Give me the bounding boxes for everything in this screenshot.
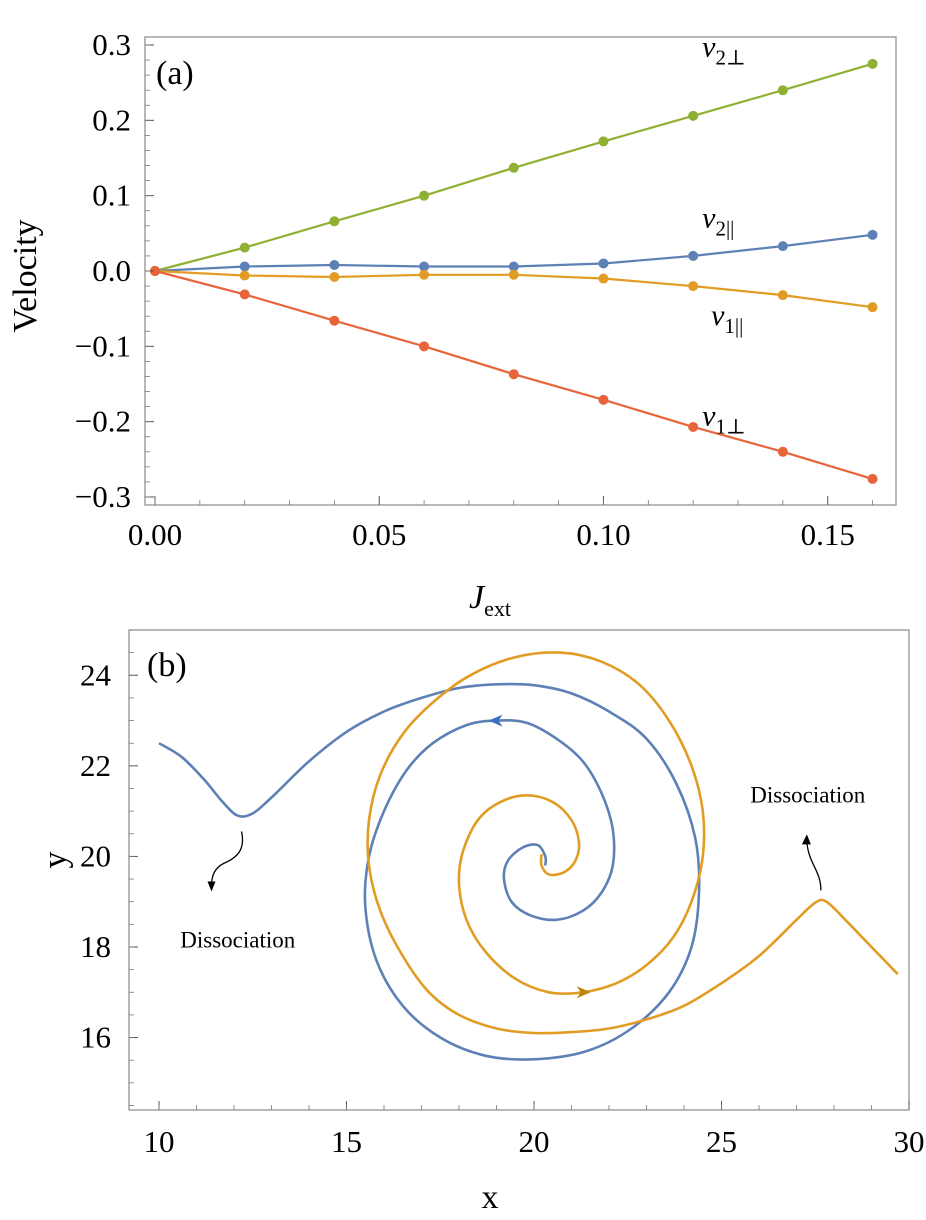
- a-ytick-label: 0.2: [92, 102, 131, 137]
- panel-a-velocity-chart: v2⊥v2||v1||v1⊥ 0.30.20.10.0−0.1−0.2−0.30…: [7, 27, 897, 621]
- data-point: [239, 242, 250, 253]
- a-ytick-label: 0.0: [92, 253, 131, 288]
- data-point: [508, 162, 519, 173]
- a-ytick-label: −0.2: [75, 404, 131, 439]
- a-xtick-label: 0.05: [352, 517, 406, 552]
- panel-b-frame: [128, 629, 910, 1111]
- panel-a-label: (a): [156, 55, 194, 92]
- panel-b-xlabel: x: [482, 1179, 499, 1216]
- data-point: [150, 266, 160, 276]
- data-point: [598, 394, 609, 405]
- b-ytick-label: 20: [80, 838, 111, 873]
- series-label: v1⊥: [702, 399, 746, 438]
- panel-a-xlabel: Jext: [469, 579, 511, 621]
- direction-arrow-icon: [576, 986, 591, 999]
- trajectory-2: [366, 651, 899, 1035]
- panel-b-trajectory-chart: 16 18 20 22 24 10 15 20 25 30 Dissociation Dissoci…: [37, 629, 925, 1216]
- data-point: [867, 473, 878, 484]
- data-point: [419, 269, 430, 280]
- a-ytick-label: −0.1: [75, 328, 131, 363]
- b-ytick-label: 18: [80, 929, 111, 964]
- data-point: [419, 190, 430, 201]
- b-xtick-label: 15: [331, 1124, 362, 1159]
- b-ytick-label: 16: [80, 1020, 111, 1055]
- series-1||: v1||: [150, 266, 878, 338]
- b-ytick-label: 22: [80, 748, 111, 783]
- a-xtick-label: 0.00: [128, 517, 182, 552]
- series-label-base: v: [702, 201, 716, 234]
- data-point: [239, 261, 250, 272]
- series-label-sub: 1||: [724, 314, 743, 338]
- series-label-base: v: [702, 399, 716, 432]
- trajectory-line: [158, 682, 701, 1061]
- panel-b-ylabel: y: [37, 852, 74, 869]
- data-point: [419, 341, 430, 352]
- data-point: [598, 273, 609, 284]
- data-point: [688, 110, 699, 121]
- arrow-down-icon: [207, 881, 216, 892]
- a-ytick-label: −0.3: [75, 479, 131, 514]
- data-point: [329, 216, 340, 227]
- panel-a-xlabel-sub: ext: [484, 596, 511, 621]
- annotation-text: Dissociation: [180, 928, 295, 953]
- data-point: [777, 290, 788, 301]
- data-point: [508, 261, 519, 272]
- a-ytick-label: 0.1: [92, 178, 131, 213]
- trajectory-line: [366, 651, 899, 1035]
- annotation-arrow-line: [806, 842, 822, 891]
- data-point: [508, 369, 519, 380]
- panel-b-label: (b): [147, 647, 187, 684]
- series-label-base: v: [702, 30, 716, 63]
- trajectory-1: [158, 682, 701, 1061]
- data-point: [688, 281, 699, 292]
- b-xtick-label: 25: [706, 1124, 737, 1159]
- series-label-sub: 2||: [715, 216, 734, 240]
- b-xtick-label: 10: [144, 1124, 175, 1159]
- series-2⊥: v2⊥: [150, 30, 878, 276]
- series-label-sub: 1⊥: [715, 414, 745, 438]
- a-xtick-label: 0.10: [576, 517, 630, 552]
- data-point: [329, 272, 340, 283]
- series-label: v1||: [711, 299, 743, 338]
- b-xtick-label: 20: [519, 1124, 550, 1159]
- panel-a-frame: [144, 36, 897, 506]
- panel-a-ylabel: Velocity: [7, 219, 44, 332]
- data-point: [329, 259, 340, 270]
- data-point: [239, 270, 250, 281]
- data-point: [598, 258, 609, 269]
- data-point: [777, 241, 788, 252]
- data-point: [867, 229, 878, 240]
- data-point: [688, 250, 699, 261]
- b-xtick-label: 30: [894, 1124, 925, 1159]
- annotation-right: Dissociation: [750, 782, 866, 891]
- data-point: [777, 446, 788, 457]
- series-label-base: v: [711, 299, 725, 332]
- data-point: [508, 269, 519, 280]
- data-point: [688, 421, 699, 432]
- data-point: [419, 261, 430, 272]
- a-xtick-label: 0.15: [801, 517, 855, 552]
- data-point: [239, 289, 250, 300]
- series-1⊥: v1⊥: [150, 266, 878, 484]
- data-point: [867, 58, 878, 69]
- data-point: [777, 85, 788, 96]
- data-point: [867, 302, 878, 313]
- arrow-up-icon: [801, 834, 811, 845]
- data-point: [329, 315, 340, 326]
- a-ytick-label: 0.3: [92, 27, 131, 62]
- annotation-arrow-line: [210, 831, 244, 886]
- series-2||: v2||: [150, 201, 878, 276]
- direction-arrow-icon: [488, 714, 503, 727]
- series-label: v2⊥: [702, 30, 746, 69]
- b-ytick-label: 24: [80, 657, 112, 692]
- annotation-left: Dissociation: [180, 831, 296, 953]
- data-point: [598, 136, 609, 147]
- annotation-text: Dissociation: [750, 782, 865, 807]
- series-label-sub: 2⊥: [715, 45, 745, 69]
- series-label: v2||: [702, 201, 734, 240]
- panel-a-xlabel-main: J: [469, 579, 486, 616]
